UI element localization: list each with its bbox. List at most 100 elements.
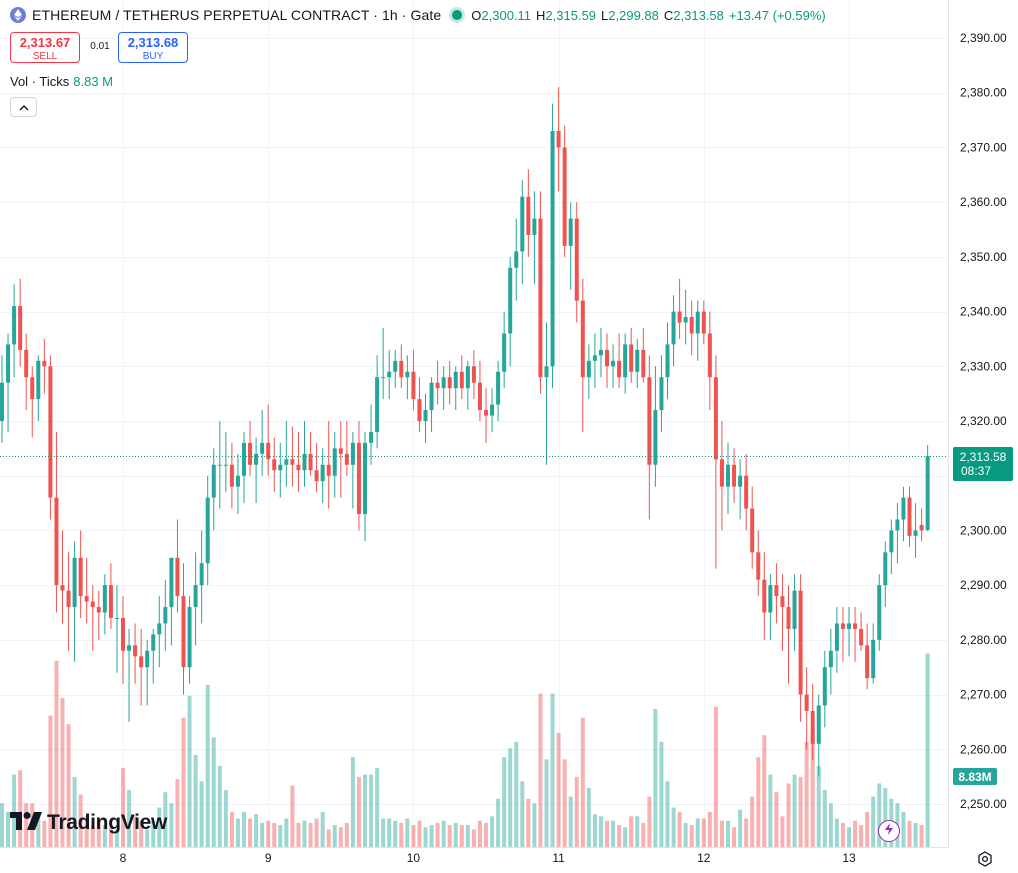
candle-body: [635, 349, 640, 372]
candle: [568, 202, 573, 290]
y-tick-label: 2,380.00: [960, 86, 1007, 100]
collapse-legend-button[interactable]: [10, 97, 37, 117]
candle: [901, 486, 906, 542]
time-axis[interactable]: 8 9 10 11 12 13: [120, 851, 856, 865]
candle-body: [423, 410, 428, 421]
candle-body: [199, 563, 204, 586]
candle-body: [538, 218, 543, 378]
candle: [623, 333, 628, 394]
candle: [859, 612, 864, 651]
y-tick-label: 2,250.00: [960, 797, 1007, 811]
volume-bar: [102, 825, 107, 847]
candle: [332, 431, 337, 498]
volume-bar: [707, 811, 712, 847]
lightning-button[interactable]: [878, 820, 900, 842]
candle-body: [60, 585, 65, 591]
volume-bar: [907, 820, 912, 847]
candle-body: [695, 311, 700, 334]
grid-lines: [0, 0, 948, 847]
y-tick-label: 2,270.00: [960, 688, 1007, 702]
candle-body: [302, 453, 307, 471]
volume-bar: [127, 790, 132, 847]
price-axis[interactable]: 2,250.00 2,260.00 2,270.00 2,280.00 2,290.00…: [960, 31, 1007, 811]
buy-label: BUY: [142, 51, 164, 62]
candle: [883, 541, 888, 608]
candle-body: [490, 404, 495, 416]
volume-bar: [798, 776, 803, 847]
candle: [151, 628, 156, 684]
volume-bar: [296, 822, 301, 847]
candle-body: [248, 442, 253, 465]
candle-body: [356, 442, 361, 515]
volume-bar: [24, 803, 29, 847]
volume-bar: [223, 790, 228, 847]
candle-body: [550, 131, 555, 367]
candle: [393, 349, 398, 389]
candle-body: [12, 306, 17, 345]
candle-body: [24, 349, 29, 378]
candle: [913, 503, 918, 558]
volume-bar: [477, 820, 482, 847]
volume-bar: [211, 737, 216, 847]
candle: [732, 448, 737, 504]
volume-bar: [175, 779, 180, 847]
candle-body: [780, 596, 785, 608]
market-status-icon[interactable]: [452, 10, 463, 20]
volume-bar: [139, 820, 144, 847]
volume-bar: [60, 697, 65, 847]
ohlc-open: O2,300.11: [471, 8, 531, 23]
candle-body: [90, 601, 95, 608]
candle: [296, 431, 301, 493]
candle: [526, 169, 531, 257]
candle: [919, 508, 924, 542]
candle: [508, 256, 513, 367]
volume-bar: [199, 781, 204, 847]
low-value: 2,299.88: [608, 7, 659, 23]
volume-bar: [163, 792, 168, 847]
candle-body: [526, 196, 531, 235]
candle-body: [193, 585, 198, 608]
candle-body: [514, 251, 519, 268]
sell-price: 2,313.67: [19, 35, 71, 50]
candle: [417, 377, 422, 432]
candle-body: [187, 607, 192, 668]
volume-bar: [792, 774, 797, 847]
candle-body: [84, 596, 89, 602]
volume-legend[interactable]: Vol · Ticks 8.83 M: [10, 74, 113, 89]
candle-body: [381, 377, 386, 379]
candle: [792, 574, 797, 651]
volume-bar: [508, 748, 513, 847]
volume-bar: [713, 706, 718, 847]
candle-body: [411, 371, 416, 400]
volume-bar: [871, 796, 876, 847]
candle: [48, 355, 53, 520]
candle: [598, 327, 603, 378]
symbol-title[interactable]: ETHEREUM / TETHERUS PERPETUAL CONTRACT ·…: [32, 7, 442, 23]
volume-bar: [580, 717, 585, 847]
candle: [683, 289, 688, 345]
candle-body: [907, 497, 912, 536]
candle-body: [453, 371, 458, 389]
last-price-tag-price: 2,313.58: [960, 450, 1007, 464]
candle-body: [859, 628, 864, 646]
candle-body: [889, 530, 894, 553]
candle: [477, 360, 482, 421]
buy-price: 2,313.68: [127, 35, 179, 50]
candle: [877, 574, 882, 651]
volume-bar: [490, 816, 495, 847]
volume-bar: [36, 816, 41, 847]
candle: [828, 628, 833, 695]
tradingview-logo[interactable]: TradingView: [10, 811, 167, 835]
sell-button[interactable]: 2,313.67 SELL: [10, 32, 80, 63]
volume-bar: [229, 811, 234, 847]
candle: [193, 552, 198, 646]
chart-settings-button[interactable]: [976, 850, 994, 868]
candle-body: [768, 585, 773, 613]
candle: [550, 103, 555, 389]
y-tick-label: 2,280.00: [960, 633, 1007, 647]
volume-bar: [465, 825, 470, 847]
buy-button[interactable]: 2,313.68 BUY: [118, 32, 188, 63]
gear-icon: [976, 851, 994, 872]
volume-bar: [151, 820, 156, 847]
